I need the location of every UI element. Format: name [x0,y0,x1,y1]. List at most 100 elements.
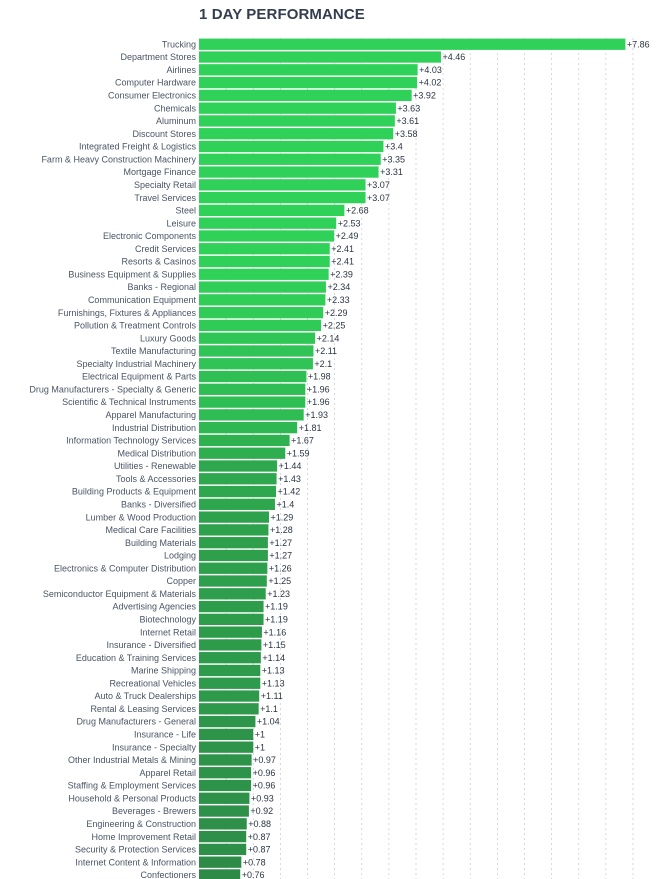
data-label: +2.11 [315,346,337,356]
category-label: Banks - Diversified [121,499,196,509]
bar [199,345,314,357]
data-label: +3.92 [413,91,436,101]
bar [199,128,394,140]
category-label: Education & Training Services [76,653,197,663]
bar [199,575,267,587]
bar [199,204,345,217]
category-label: Luxury Goods [140,333,197,343]
category-label: Communication Equipment [88,295,197,305]
data-label: +0.88 [248,819,271,829]
data-label: +4.03 [419,65,442,75]
bar [199,191,366,204]
data-label: +1.27 [269,538,292,548]
bar [199,319,322,332]
bar [199,498,275,510]
bar [199,38,626,50]
data-label: +2.25 [323,321,346,331]
category-label: Internet Retail [140,627,196,637]
bar [199,485,277,498]
data-label: +2.33 [327,295,350,305]
bar [199,281,326,293]
data-label: +2.49 [336,231,359,241]
category-label: Building Products & Equipment [72,487,197,497]
bar [199,447,286,459]
bar [199,754,252,766]
category-label: Building Materials [125,538,197,548]
data-label: +2.39 [330,269,353,279]
category-label: Steel [175,206,196,216]
category-label: Beverages - Brewers [112,806,197,816]
category-label: Rental & Leasing Services [90,704,196,714]
bar [199,396,306,408]
data-label: +1.29 [270,512,293,522]
bar [199,115,395,127]
category-label: Integrated Freight & Logistics [79,142,197,152]
data-label: +0.76 [242,870,265,879]
category-label: Semiconductor Equipment & Materials [43,589,197,599]
data-label: +1.67 [291,436,314,446]
data-label: +2.29 [325,308,348,318]
category-label: Consumer Electronics [108,91,197,101]
category-label: Specialty Industrial Machinery [76,359,196,369]
data-label: +1.27 [269,551,292,561]
data-label: +7.86 [627,39,650,49]
category-label: Discount Stores [132,129,196,139]
data-label: +0.78 [243,857,266,867]
category-label: Tools & Accessories [116,474,197,484]
bar [199,600,264,613]
bar [199,856,242,868]
data-label: +0.87 [248,845,271,855]
category-label: Airlines [166,65,196,75]
category-label: Electronics & Computer Distribution [54,563,196,573]
bar [199,255,330,268]
bar [199,268,329,280]
bar [199,869,241,879]
category-label: Insurance - Life [134,730,196,740]
bar [199,792,250,804]
data-label: +2.34 [327,282,350,292]
data-label: +3.58 [395,129,418,139]
bar [199,243,330,255]
category-label: Recreational Vehicles [109,678,196,688]
data-label: +1.13 [262,666,285,676]
bar [199,613,264,625]
bar [199,652,261,664]
category-label: Engineering & Construction [86,819,196,829]
category-label: Biotechnology [139,615,196,625]
bar [199,690,260,702]
data-label: +1.25 [268,576,291,586]
data-label: +1.4 [276,499,294,509]
data-label: +1.19 [265,615,288,625]
data-label: +3.07 [367,193,390,203]
data-label: +1 [255,742,265,752]
bar [199,703,259,715]
bar [199,153,381,165]
bar [199,358,313,370]
bar [199,818,247,830]
data-label: +3.61 [396,116,419,126]
category-label: Apparel Retail [139,768,196,778]
category-label: Scientific & Technical Instruments [62,397,196,407]
bar [199,76,418,89]
data-label: +1.28 [270,525,293,535]
category-label: Insurance - Specialty [112,742,197,752]
data-label: +0.93 [251,793,274,803]
data-label: +1.1 [260,704,278,714]
category-label: Lumber & Wood Production [86,512,196,522]
category-label: Medical Care Facilities [105,525,196,535]
category-label: Computer Hardware [115,78,196,88]
bar [199,422,298,434]
bar [199,460,278,472]
bar [199,830,247,843]
category-label: Industrial Distribution [112,423,196,433]
data-label: +1.81 [299,423,322,433]
data-label: +3.4 [385,142,403,152]
bar [199,294,326,306]
data-label: +2.1 [314,359,332,369]
data-label: +1.11 [261,691,283,701]
data-label: +4.46 [442,52,465,62]
category-label: Furnishings, Fixtures & Appliances [58,308,197,318]
bar [199,370,307,383]
category-label: Information Technology Services [66,436,196,446]
